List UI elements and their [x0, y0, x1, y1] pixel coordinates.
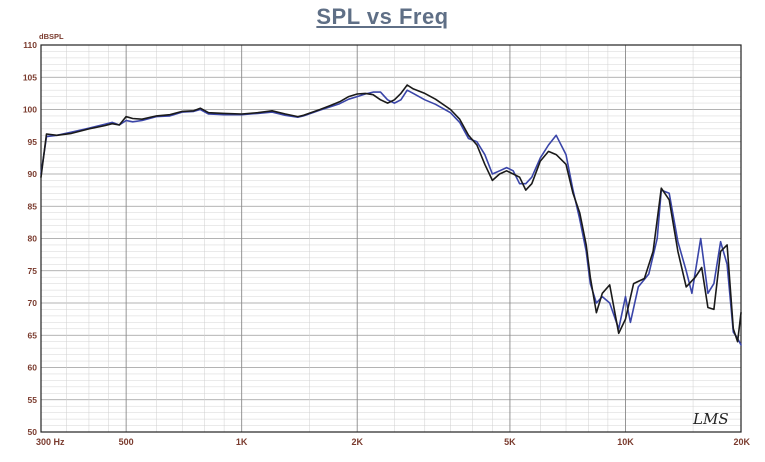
- x-tick-label: 5K: [504, 437, 516, 447]
- x-tick-label: 10K: [617, 437, 634, 447]
- y-tick-label: 80: [28, 234, 38, 244]
- y-tick-label: 110: [23, 40, 37, 50]
- y-tick-label: 55: [28, 395, 38, 405]
- x-tick-label: 2K: [351, 437, 363, 447]
- y-tick-label: 50: [28, 427, 38, 437]
- x-tick-label: 1K: [236, 437, 248, 447]
- y-tick-label: 60: [28, 363, 38, 373]
- series-group: [40, 84, 742, 346]
- y-axis-unit-label: dBSPL: [39, 32, 64, 41]
- x-tick-label: 20K: [733, 437, 750, 447]
- y-tick-label: 105: [23, 72, 37, 82]
- y-tick-label: 65: [28, 330, 38, 340]
- y-tick-label: 90: [28, 169, 38, 179]
- grid: [40, 44, 742, 433]
- x-tick-label: 500: [119, 437, 134, 447]
- x-tick-label: 300 Hz: [36, 437, 65, 447]
- y-tick-label: 75: [28, 266, 38, 276]
- y-tick-label: 85: [28, 201, 38, 211]
- y-tick-label: 95: [28, 137, 38, 147]
- y-axis-ticks: 50 55 60 65 70 75 80 85 90 95 100 105 110: [23, 40, 37, 437]
- x-axis-ticks: 300 Hz 500 1K 2K 5K 10K 20K: [36, 437, 750, 447]
- series-line: [40, 84, 742, 343]
- lms-watermark: LMS: [692, 410, 729, 428]
- y-tick-label: 100: [23, 105, 37, 115]
- plot-frame: [40, 44, 742, 433]
- series-line: [40, 89, 742, 346]
- y-tick-label: 70: [28, 298, 38, 308]
- chart-title: SPL vs Freq: [316, 4, 449, 29]
